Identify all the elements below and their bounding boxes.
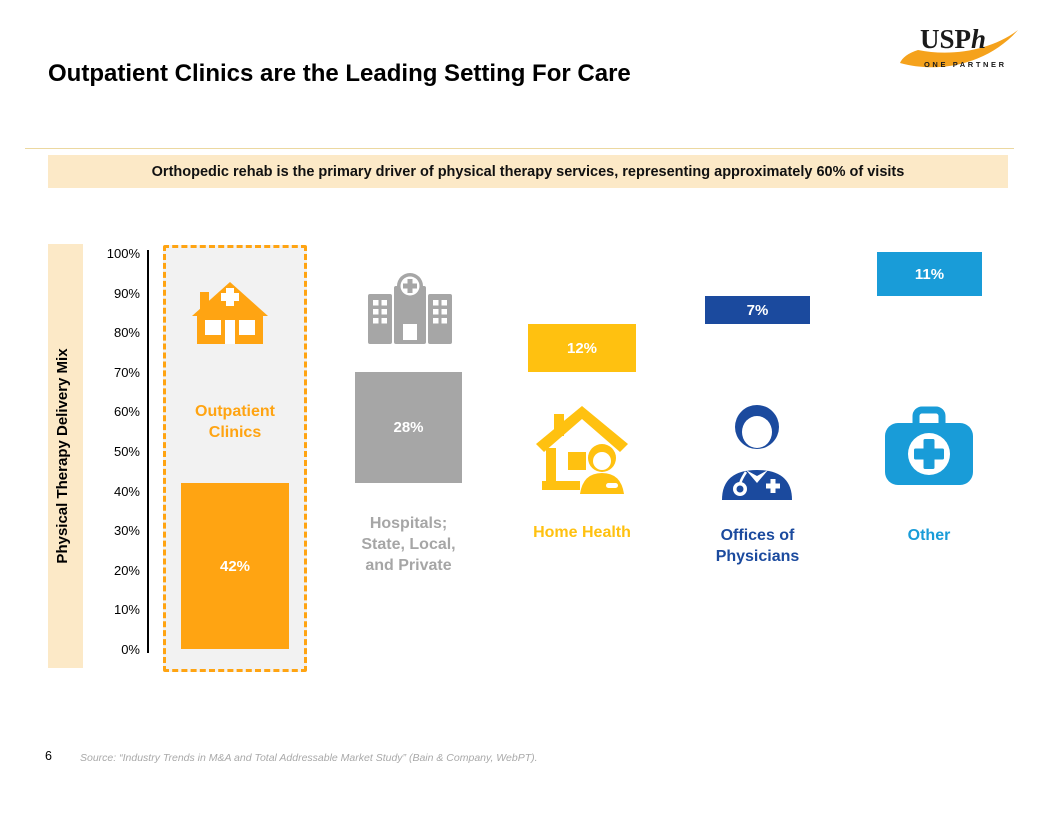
bar-value-home-health: 12%	[566, 339, 598, 357]
page-number: 6	[45, 749, 52, 763]
y-tick-80: 80%	[113, 325, 140, 340]
y-tick-50: 50%	[113, 444, 140, 459]
logo-name: USPh	[920, 24, 987, 54]
bar-outpatient: 42%	[181, 483, 289, 649]
y-axis-strip: Physical Therapy Delivery Mix	[48, 244, 83, 668]
bar-hospitals: 28%	[355, 372, 462, 483]
hospital-icon	[366, 272, 454, 351]
bar-value-hospitals: 28%	[393, 419, 424, 436]
key-message-banner: Orthopedic rehab is the primary driver o…	[48, 155, 1008, 188]
y-tick-30: 30%	[113, 523, 140, 538]
y-tick-100: 100%	[106, 246, 140, 261]
logo-swoosh-icon	[900, 30, 1018, 68]
bar-value-outpatient: 42%	[219, 557, 251, 575]
source-note: Source: “Industry Trends in M&A and Tota…	[80, 752, 538, 764]
bar-home-health: 12%	[528, 324, 636, 372]
y-tick-40: 40%	[113, 484, 140, 499]
doctor-icon	[716, 402, 798, 505]
bar-other: 11%	[877, 252, 982, 296]
category-label-hospitals: Hospitals; State, Local, and Private	[361, 515, 456, 574]
clinic-house-icon	[192, 282, 268, 349]
home-nurse-icon	[534, 406, 630, 499]
logo-tagline: ONE PARTNER	[924, 60, 1007, 69]
y-tick-20: 20%	[113, 563, 140, 578]
category-label-offices: Offices of Physicians	[715, 527, 800, 565]
bar-offices: 7%	[705, 296, 810, 324]
divider-line	[25, 148, 1014, 149]
first-aid-kit-icon	[885, 404, 973, 491]
category-label-home-health: Home Health	[533, 524, 631, 541]
y-tick-0: 0%	[121, 642, 140, 657]
logo-wordmark: USPh	[920, 24, 986, 55]
usph-logo: USPh ONE PARTNER	[898, 16, 1022, 78]
category-label-outpatient: Outpatient Clinics	[195, 403, 275, 441]
y-tick-90: 90%	[113, 286, 140, 301]
bar-value-other: 11%	[914, 265, 945, 283]
page-title: Outpatient Clinics are the Leading Setti…	[48, 60, 631, 87]
y-tick-70: 70%	[113, 365, 140, 380]
category-label-other: Other	[907, 527, 951, 544]
y-axis-line	[147, 250, 149, 653]
bar-value-offices: 7%	[746, 301, 769, 319]
y-tick-60: 60%	[113, 404, 140, 419]
y-tick-10: 10%	[113, 602, 140, 617]
y-axis-title: Physical Therapy Delivery Mix	[54, 348, 71, 564]
